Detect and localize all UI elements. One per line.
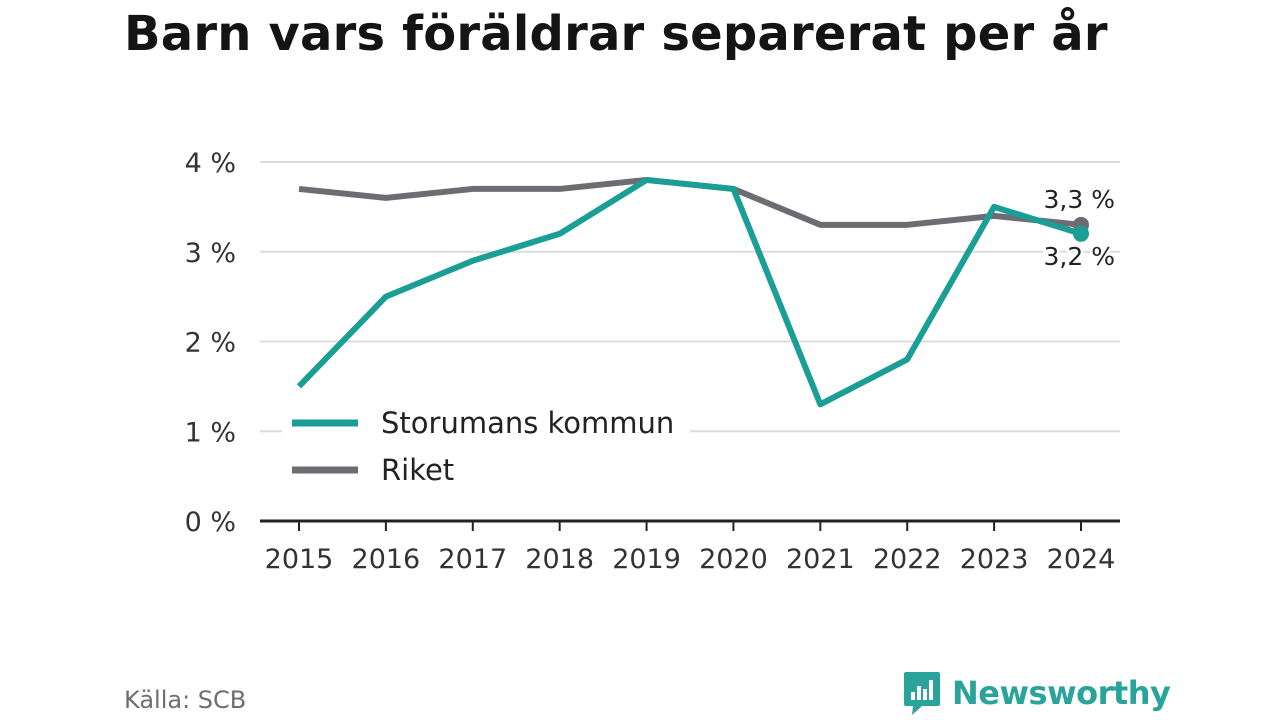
y-tick-label: 4 % <box>185 148 236 179</box>
end-labels: 3,2 % 3,3 % <box>1041 182 1117 273</box>
legend-background <box>282 398 690 498</box>
legend-label: Storumans kommun <box>381 406 674 440</box>
y-tick-label: 1 % <box>185 417 236 448</box>
y-tick-label: 2 % <box>185 328 236 359</box>
series-end-marker <box>1073 225 1089 242</box>
x-axis: 2015 2016 2017 2018 2019 2020 2021 2022 2023 2024 <box>260 519 1120 575</box>
source-note: Källa: SCB <box>124 686 247 714</box>
end-value-label: 3,3 % <box>1044 185 1115 214</box>
x-tick-label: 2017 <box>438 544 507 575</box>
x-tick-label: 2020 <box>699 544 768 575</box>
series-lines <box>296 176 1089 408</box>
series-line <box>296 176 1082 408</box>
y-axis-labels: 0 % 1 % 2 % 3 % 4 % <box>185 148 236 538</box>
y-tick-label: 0 % <box>185 507 236 538</box>
x-tick-label: 2019 <box>612 544 681 575</box>
x-tick-label: 2015 <box>265 544 334 575</box>
chart-title: Barn vars föräldrar separerat per år <box>124 6 1108 62</box>
x-tick-label: 2021 <box>786 544 855 575</box>
newsworthy-logo-icon <box>904 672 940 715</box>
legend-label: Riket <box>381 453 454 487</box>
end-value-label: 3,2 % <box>1044 242 1115 271</box>
y-tick-label: 3 % <box>185 238 236 269</box>
legend: Storumans kommun Riket <box>282 398 690 498</box>
x-tick-label: 2024 <box>1047 544 1116 575</box>
x-tick-label: 2016 <box>352 544 421 575</box>
x-tick-label: 2023 <box>960 544 1029 575</box>
brand-name: Newsworthy <box>952 674 1171 712</box>
x-tick-label: 2022 <box>873 544 942 575</box>
brand-logo: Newsworthy <box>902 670 1171 716</box>
x-tick-label: 2018 <box>525 544 594 575</box>
